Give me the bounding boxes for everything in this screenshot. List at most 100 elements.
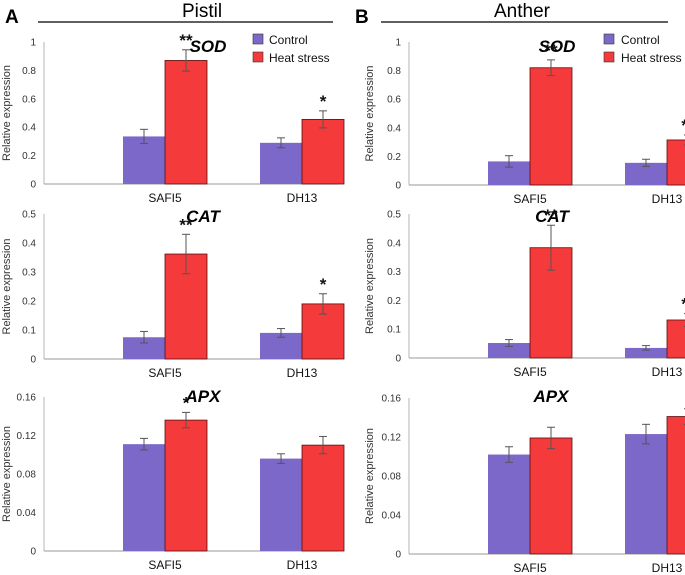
x-category-label: SAFI5 — [148, 191, 182, 205]
y-tick-label: 0.5 — [387, 210, 401, 221]
bar-heat-stress — [164, 60, 208, 185]
y-tick-label: 1 — [395, 38, 401, 49]
bar-heat-stress — [301, 444, 345, 552]
x-category-label: DH13 — [287, 558, 318, 572]
legend-a: Control Heat stress — [252, 33, 330, 65]
y-tick-label: 0.3 — [387, 267, 401, 278]
y-tick-label: 0.8 — [387, 66, 401, 77]
gene-title: SOD — [539, 37, 576, 56]
y-tick-label: 0.08 — [17, 470, 37, 481]
y-tick-label: 0 — [395, 181, 401, 192]
legend-a-heat-label: Heat stress — [269, 51, 330, 65]
y-tick-label: 0.1 — [22, 326, 36, 337]
legend-b-heat-label: Heat stress — [621, 51, 682, 65]
bar-heat-stress — [666, 319, 685, 359]
x-category-label: SAFI5 — [513, 365, 547, 379]
legend-a-heat-swatch — [252, 51, 264, 63]
gene-title: CAT — [186, 207, 221, 226]
x-category-label: DH13 — [287, 191, 318, 205]
bar-heat-stress — [529, 67, 573, 186]
bar-control — [488, 161, 530, 185]
significance-marker: * — [320, 275, 327, 294]
panel-a-letter: A — [5, 7, 19, 28]
significance-marker: ** — [681, 116, 685, 135]
y-tick-label: 0.08 — [382, 472, 402, 483]
bar-heat-stress — [164, 419, 208, 552]
column-b-title: Anther — [494, 1, 551, 22]
y-tick-label: 0.1 — [387, 325, 401, 336]
bar-heat-stress — [666, 139, 685, 186]
significance-marker: ** — [544, 41, 558, 60]
y-axis-title: Relative expression — [364, 66, 376, 162]
bar-control — [488, 454, 530, 554]
y-tick-label: 0.04 — [382, 511, 402, 522]
bar-heat-stress — [301, 118, 345, 185]
y-tick-label: 0.12 — [382, 433, 402, 444]
y-tick-label: 0.6 — [22, 94, 36, 105]
y-tick-label: 0.5 — [22, 210, 36, 221]
y-tick-label: 0.6 — [387, 95, 401, 106]
y-axis-title: Relative expression — [1, 65, 13, 161]
y-tick-label: 0.2 — [387, 152, 401, 163]
y-tick-label: 0 — [30, 355, 36, 366]
bar-heat-stress — [529, 437, 573, 555]
y-tick-label: 0.2 — [387, 296, 401, 307]
y-tick-label: 0.2 — [22, 297, 36, 308]
gene-title: CAT — [535, 207, 570, 226]
significance-marker: ** — [179, 215, 193, 234]
y-tick-label: 0.16 — [17, 393, 37, 404]
chart-pistil-sod: 0 0.2 0.4 0.6 0.8 1 Relative expression SOD** SA… — [1, 31, 345, 205]
y-tick-label: 0 — [395, 550, 401, 561]
y-tick-label: 0.04 — [17, 508, 37, 519]
bar-heat-stress — [666, 416, 685, 555]
legend-b-control-label: Control — [621, 33, 660, 47]
bar-control — [260, 458, 302, 551]
chart-pistil-apx: 0 0.04 0.08 0.12 0.16 Relative expression APX*… — [1, 387, 345, 572]
gene-title: SOD — [190, 37, 227, 56]
legend-a-control-swatch — [252, 33, 264, 45]
x-category-label: DH13 — [652, 561, 683, 575]
x-category-label: SAFI5 — [148, 366, 182, 380]
gene-title: APX — [533, 387, 571, 406]
y-axis-title: Relative expression — [1, 239, 13, 335]
y-tick-label: 0.8 — [22, 66, 36, 77]
y-tick-label: 0.3 — [22, 268, 36, 279]
y-axis-title: Relative expression — [364, 428, 376, 524]
x-category-label: SAFI5 — [148, 558, 182, 572]
y-tick-label: 0.4 — [22, 239, 36, 250]
y-tick-label: 1 — [30, 38, 36, 49]
x-category-label: SAFI5 — [513, 561, 547, 575]
legend-b: Control Heat stress — [603, 33, 682, 65]
x-category-label: DH13 — [287, 366, 318, 380]
bar-control — [625, 434, 667, 554]
significance-marker: * — [183, 393, 190, 412]
bar-control — [123, 337, 165, 359]
y-tick-label: 0.12 — [17, 431, 37, 442]
x-category-label: SAFI5 — [513, 192, 547, 206]
y-tick-label: 0.4 — [387, 123, 401, 134]
y-tick-label: 0.4 — [22, 123, 36, 134]
y-axis-title: Relative expression — [1, 426, 13, 522]
bar-control — [488, 343, 530, 358]
y-tick-label: 0.16 — [382, 394, 402, 405]
panel-b-letter: B — [355, 7, 369, 28]
significance-marker: ** — [681, 295, 685, 314]
y-tick-label: 0 — [395, 354, 401, 365]
column-a-title: Pistil — [182, 1, 222, 22]
legend-b-heat-swatch — [603, 51, 615, 63]
y-tick-label: 0 — [30, 180, 36, 191]
bar-control — [260, 142, 302, 184]
bar-control — [123, 444, 165, 551]
significance-marker: * — [320, 92, 327, 111]
gene-title: APX — [185, 387, 223, 406]
x-category-label: DH13 — [652, 192, 683, 206]
bar-control — [625, 162, 667, 185]
y-axis-title: Relative expression — [364, 238, 376, 334]
chart-anther-apx: 0 0.04 0.08 0.12 0.16 Relative expression APX S… — [364, 387, 685, 575]
legend-b-control-swatch — [603, 33, 615, 45]
y-tick-label: 0.4 — [387, 238, 401, 249]
significance-marker: ** — [544, 206, 558, 225]
